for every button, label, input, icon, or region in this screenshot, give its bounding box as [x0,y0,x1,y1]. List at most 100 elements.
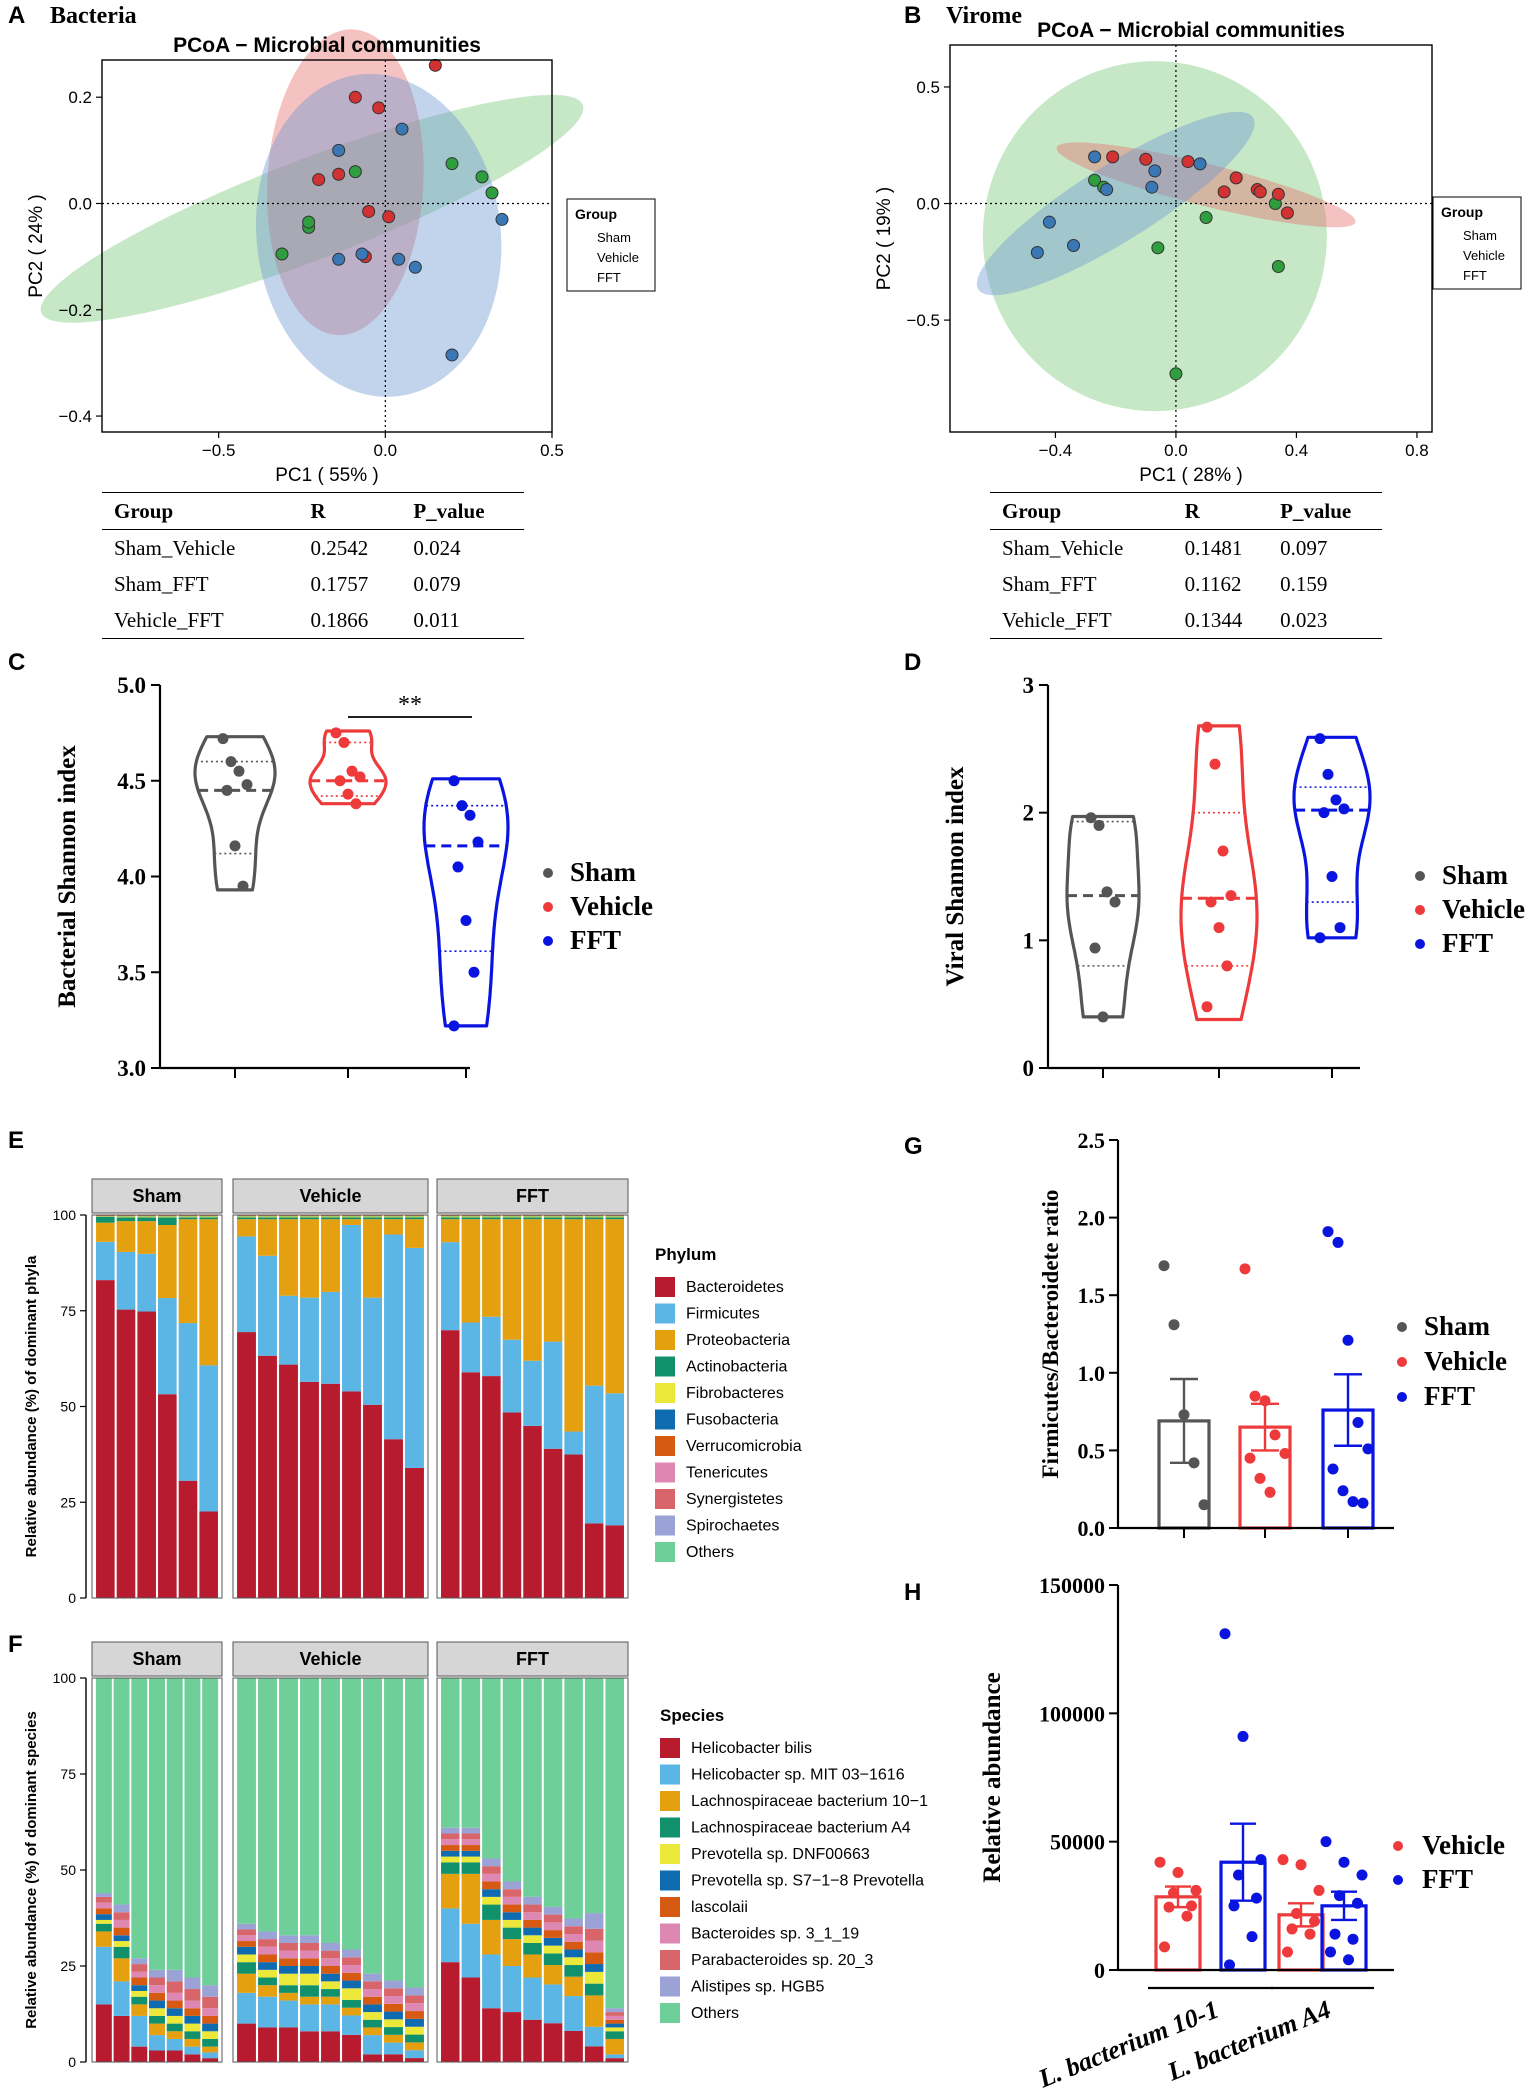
bar-segment [96,1216,115,1223]
confidence-ellipse-sham [40,94,584,323]
bar-segment [300,1958,319,1966]
bar-segment [321,2004,340,2032]
data-point-vehicle [1259,1395,1271,1407]
bar-segment [461,1839,481,1846]
bar-segment [131,2004,148,2016]
legend-label: FFT [1442,928,1493,958]
y-tick-label: 0.5 [1078,1438,1106,1463]
point-fft [1148,164,1162,178]
point-fft [1193,157,1207,171]
data-point-fft [1318,807,1330,819]
table-row: Vehicle_FFT 0.1344 0.023 [990,602,1382,639]
bar-segment [482,1316,501,1377]
bar-segment [584,1964,604,1972]
point-fft [332,252,346,266]
bar-segment [584,1971,604,1984]
data-point-sham [1198,1499,1210,1511]
bar-segment [543,1215,563,1216]
legend-box [566,198,656,292]
bar-segment [166,1678,183,1970]
bar-segment [184,2023,201,2032]
bar-segment [405,2034,424,2043]
y-tick-label: 50000 [1050,1830,1105,1855]
bar-segment [258,1962,277,1970]
legend-swatch [655,1515,675,1536]
data-point-fft [1322,1226,1334,1238]
bar-segment [166,1992,183,2001]
bar-segment [363,1216,382,1218]
bar-segment [502,1912,522,1920]
bar-segment [199,1511,218,1598]
confidence-ellipse-sham [982,61,1327,412]
bar-segment [543,1215,563,1217]
x-axis-label: PC1 ( 28% ) [1139,465,1242,486]
bar-segment [202,2031,219,2039]
y-tick-label: 100 [53,1670,77,1686]
bar-segment [158,1215,177,1216]
bar-segment [441,1908,460,1963]
facet-label: FFT [516,1186,549,1206]
bar-segment [441,1873,460,1909]
bar-segment [523,1215,542,1217]
bar-segment [342,2015,361,2035]
bar-segment [564,1431,583,1455]
data-point-vehicle [1282,1946,1293,1958]
y-tick-label: 4.0 [117,865,146,890]
legend-label: Others [691,2005,739,2022]
bar-segment [279,1295,298,1365]
bar-segment [202,2038,219,2047]
bar-segment [279,2000,298,2028]
bar-segment [321,1958,340,1966]
bar-segment [584,1523,604,1598]
table-row: Sham_FFT 0.1162 0.159 [990,566,1382,602]
point-sham [275,247,289,261]
bar-segment [237,1236,256,1333]
bar-segment [384,2003,403,2012]
bar-segment [441,1845,460,1851]
point-fft [1088,150,1102,164]
bar-segment [184,2008,201,2016]
bar-segment [95,1678,112,1894]
facet-label: Sham [132,1186,181,1206]
panel-label: D [904,649,921,676]
bar-segment [321,1973,340,1982]
bar-segment [523,1216,542,1218]
bar-segment [166,1969,183,1982]
facet-label: FFT [516,1649,549,1669]
bar-segment [564,1996,583,2031]
y-tick-label: 3 [1023,673,1035,698]
data-point-fft [468,966,480,978]
bar-segment [116,1217,136,1222]
data-point-fft [1334,922,1346,934]
legend-label: Bacteroides sp. 3_1_19 [691,1926,859,1943]
bar-segment [321,1981,340,1990]
bar-segment [384,2011,403,2020]
bar-segment [321,2031,340,2062]
bar-segment [258,1219,277,1256]
legend-swatch [660,1738,680,1758]
bar-segment [461,1856,481,1863]
bar-segment [543,2023,563,2062]
table-header-r: R [298,492,402,530]
bar-segment [405,1678,424,1988]
bar-segment [279,1364,298,1598]
bar-segment [178,1219,198,1324]
y-tick-label: 25 [60,1494,76,1510]
bar-segment [342,1224,361,1392]
cell: 0.2542 [310,535,369,560]
bar-segment [584,1928,604,1941]
legend-swatch [660,1950,680,1970]
bar-segment [258,1931,277,1940]
legend-marker [1393,1841,1403,1851]
legend-label: Sham [1463,228,1497,243]
bar-segment [384,1980,403,1989]
bar-segment [321,1383,340,1598]
bar-segment [405,2026,424,2035]
legend-label: Others [686,1544,734,1561]
bar-segment [137,1311,156,1598]
bar-segment [131,1964,148,1972]
bar-segment [279,1950,298,1959]
bar-segment [441,1678,460,1828]
bar-segment [202,2023,219,2032]
y-tick-label: 5.0 [117,673,146,698]
